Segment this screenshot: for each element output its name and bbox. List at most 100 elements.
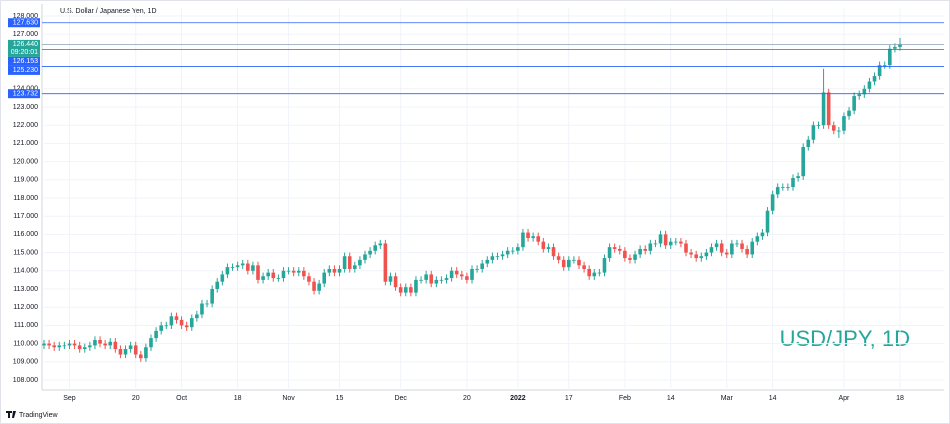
candle-body [760, 232, 765, 237]
candle-body [414, 279, 418, 293]
candle-body [154, 330, 158, 339]
candle-body [837, 130, 841, 132]
x-tick-label: 20 [132, 395, 140, 402]
y-tick-label: 115.000 [13, 249, 38, 256]
watermark: USD/JPY, 1D [780, 326, 910, 351]
candle-body [108, 341, 113, 346]
candle-body [358, 259, 362, 266]
candle-body [597, 272, 602, 274]
candle-body [139, 354, 143, 359]
candle-body [98, 339, 102, 344]
candle-body [740, 243, 744, 249]
y-tick-label: 113.000 [13, 286, 38, 293]
y-tick-label: 128.000 [13, 13, 38, 20]
candle-body [709, 247, 714, 253]
candle-body [668, 241, 673, 246]
candle-body [205, 303, 209, 305]
candle-body [460, 274, 464, 277]
candle-body [730, 243, 734, 255]
candle-body [378, 243, 383, 246]
candle-body [587, 268, 591, 277]
candle-body [872, 76, 877, 82]
candle-body [699, 256, 704, 259]
level-label: 125.230 [13, 67, 38, 74]
candle-body [638, 248, 642, 255]
candle-body [327, 268, 332, 273]
x-tick-label: Apr [838, 395, 850, 402]
candle-body [93, 339, 97, 346]
candle-body [465, 276, 469, 280]
candle-body [602, 258, 607, 273]
candle-body [77, 345, 82, 350]
candle-body [714, 243, 719, 248]
candle-body [831, 125, 836, 131]
candle-body [505, 250, 510, 255]
x-tick-label: Feb [619, 395, 631, 402]
candle-body [546, 247, 551, 249]
candle-body [419, 279, 423, 281]
candle-body [266, 272, 270, 277]
candle-body [429, 274, 434, 284]
y-tick-label: 123.000 [13, 104, 38, 111]
candle-body [541, 241, 546, 249]
candle-body [220, 274, 225, 282]
candle-body [684, 243, 688, 253]
candle-body [67, 343, 72, 346]
x-tick-label: 20 [463, 395, 471, 402]
chart-title: U.S. Dollar / Japanese Yen, 1D [60, 8, 157, 15]
candle-body [612, 247, 617, 249]
candle-body [561, 259, 566, 268]
candle-body [592, 272, 597, 277]
y-tick-label: 118.000 [13, 195, 38, 202]
x-tick-label: Oct [176, 395, 187, 402]
candle-body [189, 318, 194, 328]
y-tick-label: 124.000 [13, 86, 38, 93]
candle-body [388, 276, 393, 282]
candle-body [159, 325, 163, 331]
candle-body [663, 234, 668, 246]
candle-body [174, 316, 179, 320]
candle-body [312, 281, 316, 291]
candle-body [72, 343, 77, 346]
candle-body [215, 281, 220, 289]
candle-body [256, 265, 260, 280]
candle-body [536, 236, 541, 242]
candle-body [765, 210, 770, 233]
candle-body [775, 187, 780, 195]
candle-body [735, 243, 739, 245]
y-tick-label: 117.000 [13, 213, 38, 220]
brand: TradingView [19, 412, 58, 419]
candle-body [521, 232, 525, 248]
x-tick-label: 18 [896, 395, 904, 402]
brand-logo [6, 411, 16, 418]
candle-body [582, 265, 586, 269]
candle-body [480, 263, 484, 269]
candle-body [745, 248, 749, 255]
candle-body [470, 268, 474, 280]
candle-body [857, 94, 862, 97]
candle-body [888, 48, 892, 66]
candle-body [88, 345, 92, 348]
candle-body [307, 276, 311, 282]
candle-body [276, 278, 281, 279]
candle-body [317, 283, 321, 291]
candle-body [103, 343, 107, 346]
candle-body [633, 254, 637, 260]
candle-body [842, 116, 846, 131]
candle-body [719, 243, 724, 253]
candle-body [643, 248, 648, 251]
candle-body [144, 347, 148, 359]
candle-body [653, 243, 658, 245]
candle-body [567, 259, 571, 268]
y-tick-label: 112.000 [13, 304, 38, 311]
y-tick-label: 110.000 [13, 340, 38, 347]
candle-body [235, 265, 240, 268]
candle-body [47, 343, 51, 346]
candle-body [495, 256, 500, 258]
last-price-label: 126.440 [13, 41, 38, 48]
y-tick-label: 109.000 [13, 359, 38, 366]
candle-body [128, 345, 133, 350]
candle-body [383, 243, 388, 282]
candle-body [133, 345, 138, 355]
candle-body [261, 276, 265, 280]
